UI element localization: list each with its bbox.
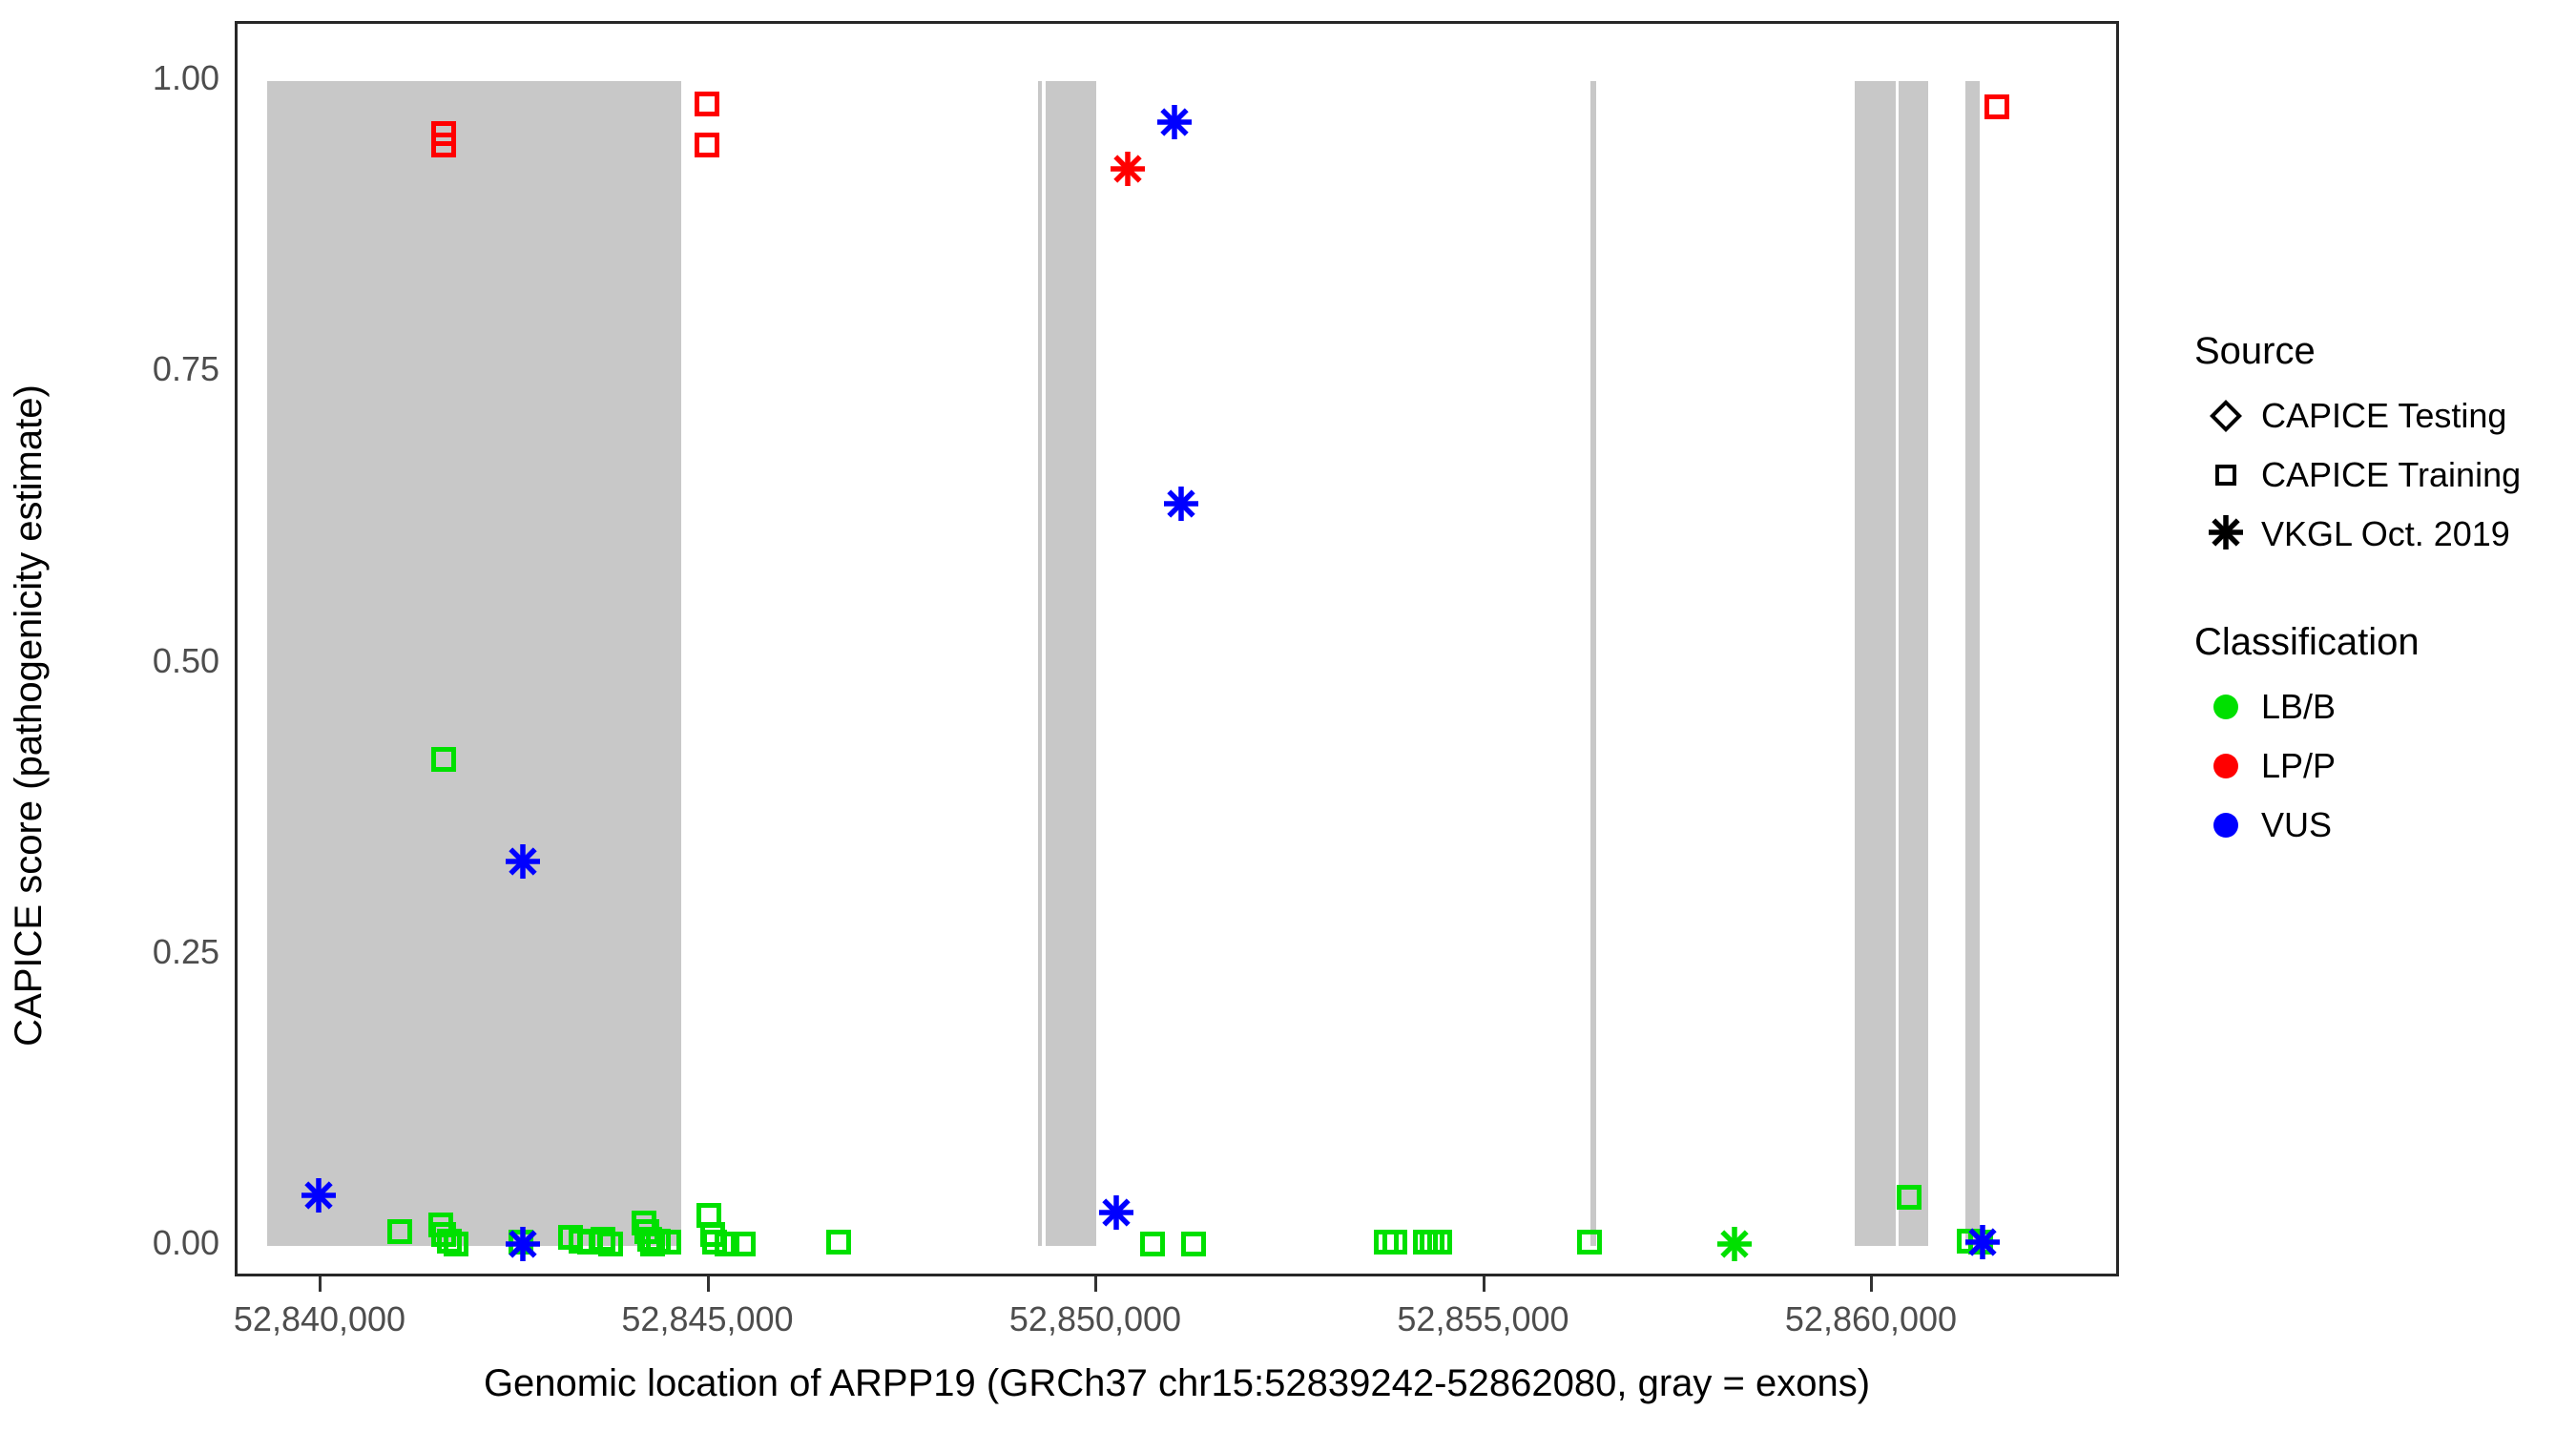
x-tick-label: 52,845,000 [621, 1299, 794, 1338]
legend-key [2191, 813, 2261, 838]
legend-key [2191, 695, 2261, 719]
x-tick-mark [1482, 1276, 1485, 1292]
exon-band [267, 81, 681, 1246]
data-point-square [826, 1230, 852, 1255]
x-tick-mark [1870, 1276, 1873, 1292]
exon-band [1899, 81, 1928, 1246]
data-point-square [1577, 1230, 1603, 1255]
data-point-square [730, 1231, 756, 1256]
data-point-asterisk [1156, 104, 1193, 140]
data-point-square [695, 133, 720, 158]
legend-item-label: VUS [2261, 805, 2333, 844]
legend-key [2191, 754, 2261, 778]
exon-band [1590, 81, 1596, 1246]
data-point-square [1382, 1230, 1408, 1255]
legend-group-classification: LB/B LP/P VUS [2191, 677, 2563, 855]
circle-icon [2213, 695, 2238, 719]
legend-item-source-1[interactable]: CAPICE Training [2191, 446, 2563, 505]
legend-item-classification-1[interactable]: LP/P [2191, 736, 2563, 796]
y-axis-title: CAPICE score (pathogenicity estimate) [7, 384, 50, 1047]
x-axis-title: Genomic location of ARPP19 (GRCh37 chr15… [483, 1362, 1871, 1404]
data-point-asterisk [1163, 486, 1199, 522]
data-point-square [1139, 1231, 1165, 1256]
data-point-square [714, 1231, 739, 1256]
plot-panel [235, 21, 2119, 1276]
x-tick-label: 52,850,000 [1008, 1299, 1182, 1338]
exon-band [1854, 81, 1896, 1246]
legend-key [2191, 514, 2261, 555]
legend-title-source: Source [2194, 330, 2316, 372]
data-point-square [695, 92, 720, 117]
data-point-square [443, 1231, 468, 1256]
legend-item-label: CAPICE Training [2261, 455, 2522, 494]
legend-item-classification-0[interactable]: LB/B [2191, 677, 2563, 736]
data-point-square [598, 1231, 624, 1256]
legend-group-source: CAPICE Testing CAPICE Training VKGL Oct. 2… [2191, 386, 2563, 564]
data-point-square [655, 1230, 681, 1255]
legend-item-source-2[interactable]: VKGL Oct. 2019 [2191, 505, 2563, 564]
data-point-square [430, 746, 456, 772]
exon-band [1964, 81, 1980, 1246]
legend-item-label: VKGL Oct. 2019 [2261, 514, 2510, 553]
data-point-asterisk [1098, 1194, 1134, 1231]
data-point-asterisk [1716, 1226, 1753, 1262]
data-point-square [1984, 93, 2010, 119]
legend-item-label: CAPICE Testing [2261, 396, 2507, 435]
y-axis-ticks: 0.00 0.25 0.50 0.75 1.00 [57, 0, 292, 1336]
y-tick-label: 0.50 [152, 640, 219, 680]
x-tick-label: 52,840,000 [233, 1299, 406, 1338]
circle-icon [2213, 813, 2238, 838]
y-tick-label: 0.00 [152, 1223, 219, 1262]
legend-item-label: LB/B [2261, 687, 2337, 726]
legend-item-source-0[interactable]: CAPICE Testing [2191, 386, 2563, 446]
x-tick-label: 52,860,000 [1784, 1299, 1958, 1338]
legend-title-classification: Classification [2194, 621, 2420, 663]
x-tick-mark [319, 1276, 322, 1292]
square-outline-icon [2215, 465, 2236, 486]
asterisk-icon [2208, 514, 2244, 555]
y-tick-label: 1.00 [152, 58, 219, 97]
legend-key [2191, 400, 2261, 432]
diamond-outline-icon [2210, 400, 2242, 432]
x-tick-mark [1094, 1276, 1097, 1292]
exon-band [1038, 81, 1042, 1246]
legend-item-classification-2[interactable]: VUS [2191, 796, 2563, 855]
data-point-asterisk [505, 843, 541, 880]
data-point-asterisk [301, 1177, 337, 1213]
x-tick-mark [706, 1276, 710, 1292]
x-tick-label: 52,855,000 [1397, 1299, 1569, 1338]
data-point-square [1180, 1231, 1206, 1256]
data-point-asterisk [505, 1226, 541, 1262]
data-point-square [1896, 1184, 1922, 1210]
y-tick-label: 0.75 [152, 349, 219, 389]
legend-item-label: LP/P [2261, 746, 2337, 785]
circle-icon [2213, 754, 2238, 778]
exon-band [1045, 81, 1096, 1246]
data-point-asterisk [1110, 151, 1146, 187]
data-point-square [1426, 1230, 1452, 1255]
legend: Source CAPICE Testing CAPICE Training VKGL… [2191, 330, 2563, 855]
y-tick-label: 0.25 [152, 931, 219, 971]
data-point-square [430, 133, 456, 158]
legend-key [2191, 465, 2261, 486]
legend-spacer [2191, 564, 2563, 621]
data-point-asterisk [1964, 1224, 2001, 1260]
data-point-square [387, 1219, 413, 1245]
